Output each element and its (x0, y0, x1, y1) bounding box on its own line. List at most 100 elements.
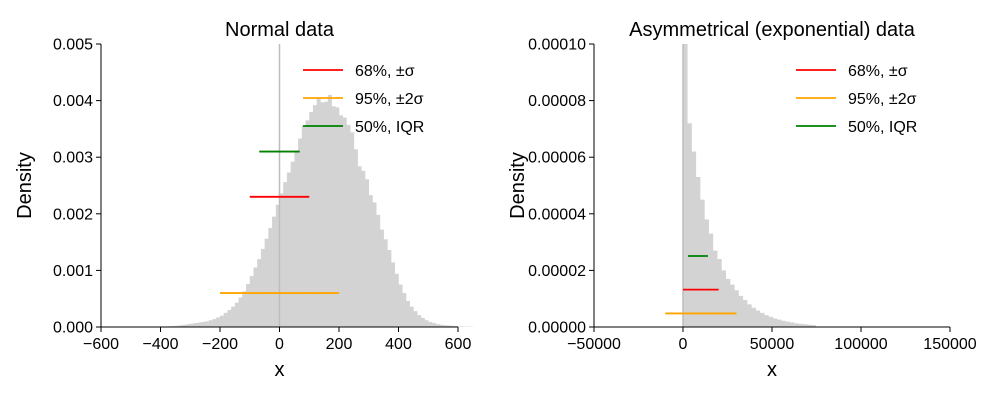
histogram-bar (201, 321, 206, 327)
chart-panel-1: −600 −400 −200 0 200 400 600 0.000 0.001 0.002 0.0… (14, 19, 474, 381)
x-tick-label: −600 (83, 336, 119, 353)
y-tick-label: 0.00006 (528, 150, 586, 167)
y-tick-label: 0.004 (53, 93, 93, 110)
histogram-bar (290, 161, 295, 327)
histogram-bar (253, 267, 258, 327)
y-tick-label: 0.002 (53, 206, 93, 223)
histogram-bar (353, 149, 358, 327)
histogram-bar (772, 318, 778, 327)
y-tick-label: 0.00000 (528, 320, 586, 337)
histogram-bar (361, 170, 366, 327)
histogram-bar (687, 123, 692, 328)
histogram-bar (700, 199, 705, 327)
histogram-bar (691, 151, 697, 327)
histogram-bar (342, 117, 347, 327)
y-tick-label: 0.00010 (528, 37, 586, 54)
histogram-bar (428, 321, 433, 327)
x-tick-label: 100000 (834, 336, 887, 353)
x-axis-label: x (767, 359, 777, 381)
histogram-bar (405, 300, 410, 327)
histogram-bar (227, 310, 232, 327)
histogram-bar (383, 239, 388, 327)
histogram-bar (335, 107, 340, 327)
histogram-bar (331, 106, 336, 327)
histogram-bar (309, 111, 314, 327)
histogram-bar (320, 102, 325, 327)
histogram-bar (301, 125, 306, 327)
histogram-bar (264, 238, 269, 327)
histogram-bar (708, 233, 714, 327)
legend-entry: 50%, IQR (848, 119, 917, 136)
x-tick-label: 50000 (750, 336, 795, 353)
histogram-bar (316, 97, 321, 328)
x-tick-label: −50000 (567, 336, 621, 353)
x-tick-label: −400 (142, 336, 178, 353)
histogram-bar (394, 273, 399, 327)
histogram-bar (734, 290, 739, 327)
histogram-bar (249, 276, 254, 327)
histogram-bar (789, 322, 795, 327)
histogram-bar (216, 317, 221, 327)
histogram-bar (272, 216, 277, 327)
y-tick-label: 0.005 (53, 37, 93, 54)
histogram-bar (327, 94, 332, 327)
histogram-bar (450, 325, 455, 327)
histogram-bar (776, 319, 782, 327)
y-axis-label: Density (507, 152, 529, 219)
histogram-bar (283, 182, 288, 327)
histogram-bar (420, 317, 425, 327)
legend-entry: 50%, IQR (355, 119, 424, 136)
histogram-bar (212, 319, 217, 327)
x-tick-label: 600 (445, 336, 472, 353)
x-axis-label: x (275, 359, 285, 381)
histogram-bar (391, 262, 396, 327)
histogram-bar (275, 204, 280, 327)
histogram-bar (220, 315, 225, 327)
x-tick-label: 0 (679, 336, 688, 353)
histogram-bar (738, 295, 744, 327)
histogram-bar (294, 150, 299, 327)
histogram-bar (798, 323, 803, 327)
histogram-bar (234, 302, 239, 327)
histogram-bar (305, 120, 310, 327)
chart-panel-2: −50000 0 50000 100000 150000 0.00000 0.00002 0.… (507, 19, 977, 381)
histogram-bar (193, 323, 198, 327)
histogram-bar (721, 270, 727, 327)
histogram-bar (387, 250, 392, 327)
legend-entry: 68%, ±σ (355, 63, 415, 80)
histogram-bar (717, 259, 722, 327)
histogram-bar (260, 248, 265, 327)
histogram-bar (190, 323, 195, 327)
histogram-bar (312, 105, 317, 328)
histogram-bar (781, 320, 786, 327)
histogram-bar (179, 325, 184, 327)
histogram-bar (747, 304, 752, 327)
histogram-bar (402, 293, 407, 327)
legend-entry: 68%, ±σ (848, 63, 908, 80)
histogram-bar (704, 219, 709, 327)
histogram-bar (409, 306, 414, 327)
histogram-bar (398, 284, 403, 327)
histogram-bar (802, 324, 808, 327)
legend-entry: 95%, ±2σ (848, 91, 917, 108)
histogram-bar (197, 322, 202, 327)
histogram-bar (725, 278, 731, 327)
y-tick-label: 0.00002 (528, 263, 586, 280)
histogram-bar (372, 202, 377, 327)
histogram-bar (742, 300, 748, 327)
y-tick-label: 0.00004 (528, 206, 586, 223)
y-tick-label: 0.000 (53, 320, 93, 337)
x-tick-label: −200 (202, 336, 238, 353)
x-tick-label: 400 (385, 336, 412, 353)
histogram-bar (768, 316, 774, 327)
x-tick-label: 150000 (923, 336, 976, 353)
histogram-bar (683, 44, 688, 327)
histogram-bar (729, 284, 735, 327)
chart-title: Normal data (225, 19, 335, 41)
histogram-bar (764, 315, 769, 327)
histogram-bar (205, 321, 210, 327)
y-tick-label: 0.003 (53, 150, 93, 167)
y-axis-label: Density (14, 152, 36, 219)
histogram-bar (268, 227, 273, 327)
